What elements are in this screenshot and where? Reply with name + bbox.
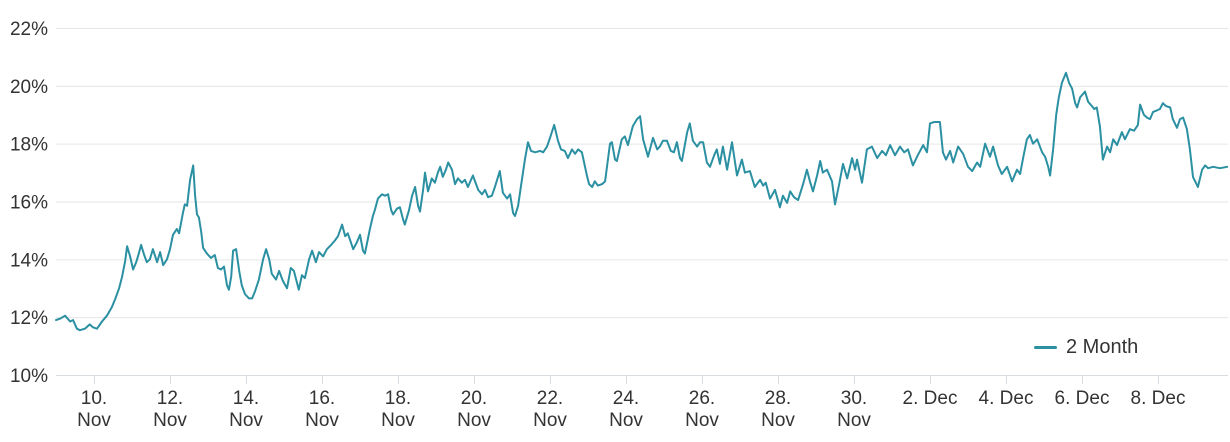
- x-axis-label: 10.: [81, 388, 107, 409]
- x-axis-label: Nov: [229, 410, 263, 431]
- legend-item-2-month[interactable]: 2 Month: [1034, 336, 1138, 359]
- x-axis-label: Nov: [381, 410, 415, 431]
- x-axis-label: 30.: [841, 388, 867, 409]
- x-axis-label: 20.: [461, 388, 487, 409]
- y-axis-label: 10%: [10, 366, 48, 387]
- x-axis-label: Nov: [153, 410, 187, 431]
- legend-line-swatch: [1034, 346, 1057, 349]
- x-axis-label: 18.: [385, 388, 411, 409]
- series-line-2-month[interactable]: [55, 71, 1229, 332]
- x-axis-label: 8. Dec: [1131, 388, 1186, 409]
- x-axis-label: 22.: [537, 388, 563, 409]
- x-axis-label: Nov: [77, 410, 111, 431]
- x-axis-label: 26.: [689, 388, 715, 409]
- y-axis-label: 20%: [10, 77, 48, 98]
- x-axis-label: Nov: [837, 410, 871, 431]
- x-axis-label: Nov: [685, 410, 719, 431]
- x-axis-label: 24.: [613, 388, 639, 409]
- x-axis-label: Nov: [305, 410, 339, 431]
- x-axis-label: 16.: [309, 388, 335, 409]
- x-axis-label: 2. Dec: [903, 388, 958, 409]
- legend-series-label: 2 Month: [1066, 336, 1139, 358]
- y-axis-label: 14%: [10, 250, 48, 271]
- y-axis-label: 22%: [10, 19, 48, 40]
- y-axis-label: 18%: [10, 135, 48, 156]
- x-axis-label: 4. Dec: [979, 388, 1034, 409]
- x-axis-label: Nov: [533, 410, 567, 431]
- x-axis-label: 14.: [233, 388, 259, 409]
- x-axis-label: 6. Dec: [1055, 388, 1110, 409]
- y-axis-label: 16%: [10, 193, 48, 214]
- x-axis-label: Nov: [761, 410, 795, 431]
- y-axis-label: 12%: [10, 308, 48, 329]
- x-axis-label: Nov: [609, 410, 643, 431]
- x-axis-label: 28.: [765, 388, 791, 409]
- x-axis-label: Nov: [457, 410, 491, 431]
- x-axis-label: 12.: [157, 388, 183, 409]
